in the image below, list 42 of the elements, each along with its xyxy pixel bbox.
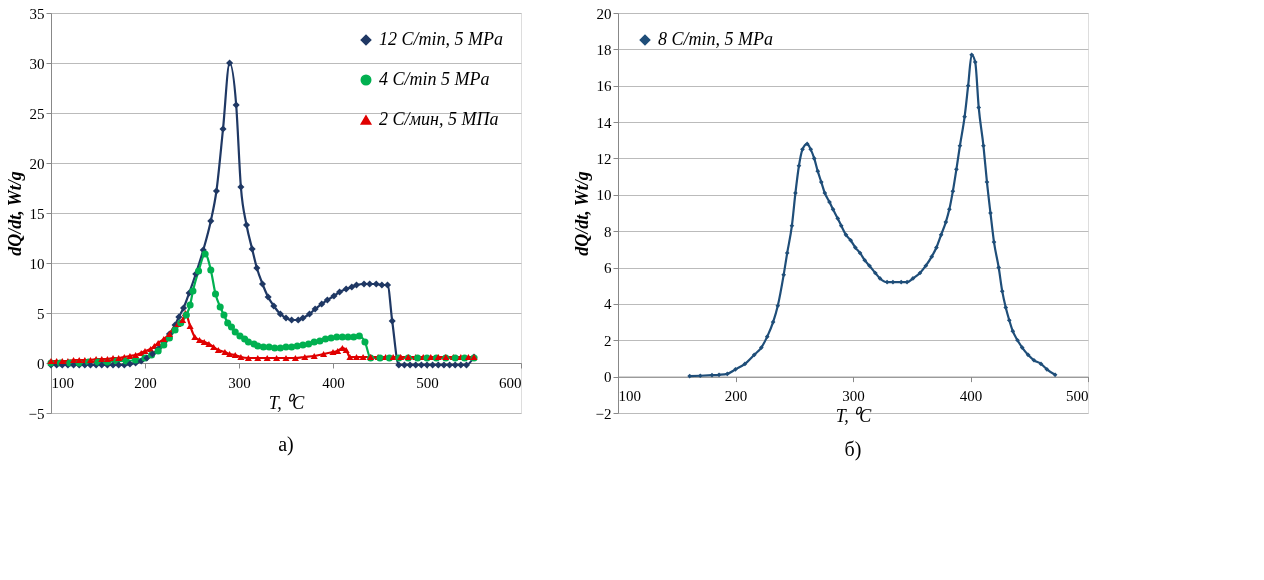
- x-tick-label: 400: [322, 374, 345, 391]
- y-tick-label: −2: [595, 405, 612, 422]
- y-tick-label: −5: [28, 405, 45, 422]
- y-tick-label: 35: [29, 5, 45, 22]
- text: б): [844, 437, 862, 461]
- legend-label: 12 C/min, 5 MPa: [379, 29, 503, 49]
- x-tick-label: 200: [724, 388, 748, 405]
- x-tick-label: 400: [959, 388, 983, 405]
- y-axis-title: dQ/dt, Wt/g: [4, 171, 25, 256]
- y-tick-label: 10: [29, 255, 45, 272]
- y-tick-label: 25: [29, 105, 45, 122]
- legend-label: 2 С/мин, 5 МПа: [379, 109, 499, 129]
- text: а): [278, 433, 294, 456]
- x-tick-label: 300: [842, 388, 865, 405]
- y-tick-label: 18: [596, 41, 612, 58]
- x-axis-title: T, ⁰C: [835, 406, 873, 427]
- y-tick-label: 30: [29, 55, 45, 72]
- y-tick-label: 12: [596, 150, 612, 167]
- x-axis-title: T, ⁰C: [268, 392, 306, 413]
- y-tick-label: 8: [604, 223, 612, 240]
- y-tick-label: 5: [37, 305, 45, 322]
- y-tick-label: 2: [604, 332, 612, 349]
- y-tick-label: 20: [29, 155, 45, 172]
- x-tick-label: 100: [618, 388, 641, 405]
- y-tick-label: 0: [37, 355, 45, 372]
- x-tick-label: 200: [134, 374, 157, 391]
- y-tick-label: 6: [604, 260, 612, 277]
- y-tick-label: 14: [596, 114, 612, 131]
- y-axis-title: dQ/dt, Wt/g: [571, 171, 592, 256]
- y-tick-label: 0: [604, 369, 612, 386]
- y-tick-label: 16: [596, 78, 612, 95]
- x-tick-label: 500: [416, 374, 439, 391]
- y-tick-label: 20: [596, 5, 612, 22]
- x-tick-label: 600: [499, 374, 522, 391]
- legend-label: 4 C/min 5 MPa: [379, 69, 490, 89]
- x-tick-label: 100: [51, 374, 74, 391]
- y-tick-label: 4: [604, 296, 612, 313]
- x-tick-label: 500: [1066, 388, 1089, 405]
- y-tick-label: 15: [29, 205, 45, 222]
- legend-label: 8 C/min, 5 MPa: [658, 29, 773, 49]
- y-tick-label: 10: [596, 187, 612, 204]
- x-tick-label: 300: [228, 374, 251, 391]
